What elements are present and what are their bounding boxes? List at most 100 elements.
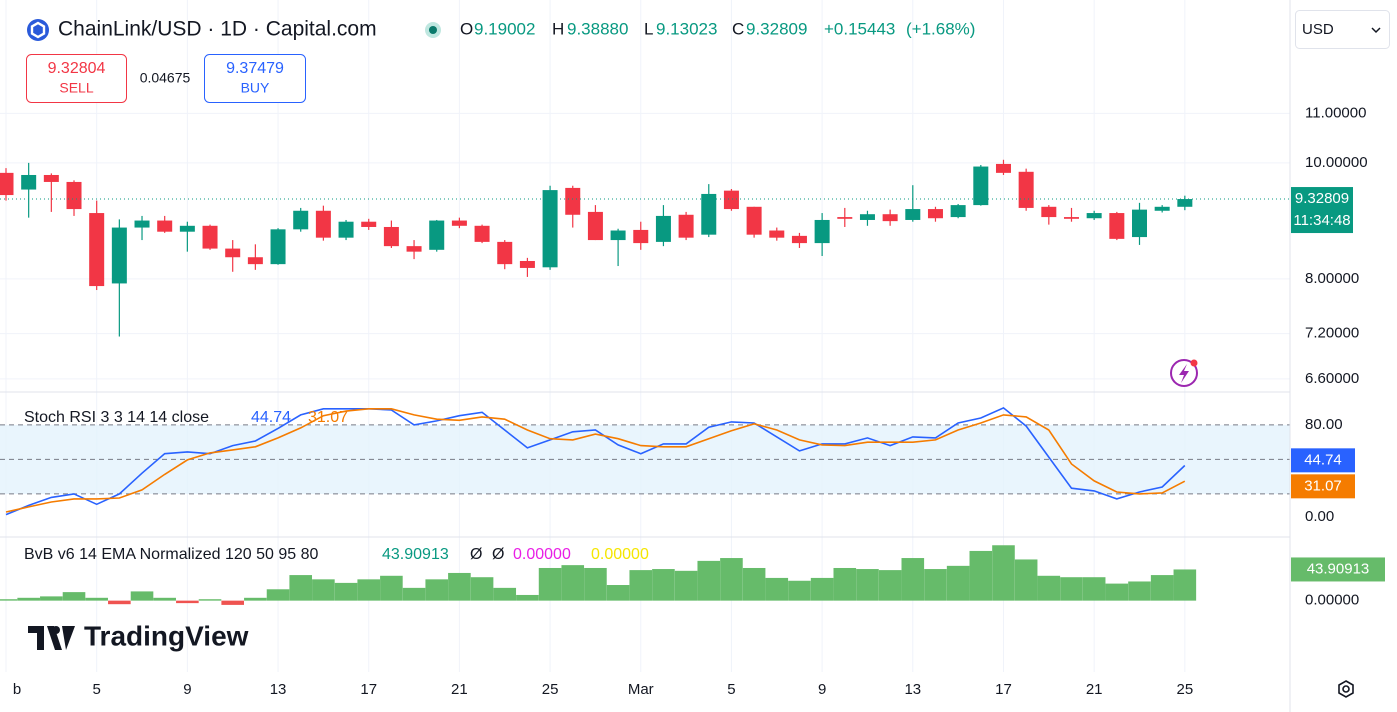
histogram-bar xyxy=(17,597,40,601)
histogram-bar xyxy=(742,567,766,601)
price-badge xyxy=(1291,448,1355,473)
symbol-logo-mark xyxy=(30,21,46,39)
histogram-bar xyxy=(334,582,358,601)
candle-body xyxy=(746,206,762,235)
histogram-bar xyxy=(198,599,222,601)
histogram-bar xyxy=(674,570,698,601)
dropdown-arrow[interactable] xyxy=(1371,27,1381,34)
currency[interactable]: USD xyxy=(1302,21,1334,38)
candle-body xyxy=(134,220,150,228)
x-tick-label: b xyxy=(13,681,21,698)
sell-label[interactable]: SELL xyxy=(59,80,93,96)
candle-body xyxy=(678,214,694,238)
histogram-bar xyxy=(606,585,630,601)
sell-button[interactable]: 9.32804 SELL xyxy=(26,54,127,103)
ohlc-label: C xyxy=(732,19,744,38)
alert-icon[interactable] xyxy=(1170,359,1198,387)
candle-body xyxy=(497,241,513,265)
candle-body xyxy=(406,246,422,252)
x-tick-label: 9 xyxy=(183,681,191,698)
candle-body xyxy=(837,217,853,219)
price-badge xyxy=(1291,474,1355,499)
buy-price[interactable]: 9.37479 xyxy=(226,60,284,77)
currency-dropdown[interactable]: USD xyxy=(1295,10,1390,49)
x-tick-label: 17 xyxy=(360,681,377,698)
candle-body xyxy=(429,220,445,250)
candle-body xyxy=(247,257,263,265)
price-badge xyxy=(1291,187,1353,234)
y-tick-label: 80.00 xyxy=(1305,416,1343,433)
indicator-value: 44.74 xyxy=(251,409,291,426)
histogram-bar xyxy=(176,600,199,604)
candle-body xyxy=(1132,209,1147,238)
marks xyxy=(0,159,1290,605)
candle-body xyxy=(383,226,399,247)
candle-body xyxy=(315,210,331,238)
y-tick-label: 0.00000 xyxy=(1305,592,1359,609)
histogram-bar xyxy=(1014,559,1038,601)
candle-body xyxy=(179,225,195,232)
candle-body xyxy=(451,220,467,226)
brand-logo-dot xyxy=(52,626,60,634)
x-tick-label: 13 xyxy=(904,681,921,698)
histogram-bar xyxy=(878,570,902,601)
chart-title: ChainLink/USD · 1D · Capital.com xyxy=(58,18,377,41)
histogram-bar xyxy=(629,570,653,601)
histogram-bar xyxy=(697,560,721,601)
candle-body xyxy=(655,215,671,242)
histogram-bar xyxy=(62,592,86,601)
histogram-bar xyxy=(425,579,449,601)
histogram-bar xyxy=(810,577,834,601)
histogram-bar xyxy=(901,558,925,601)
y-tick-label: 10.00000 xyxy=(1305,154,1368,171)
histogram-bar xyxy=(788,580,811,601)
histogram-bar xyxy=(493,587,517,601)
candle-body xyxy=(905,209,921,220)
x-tick-label: 5 xyxy=(727,681,735,698)
candle-body xyxy=(950,205,966,218)
dropdown-box[interactable] xyxy=(1295,10,1390,49)
line-series xyxy=(5,406,1186,516)
histogram-bar xyxy=(538,567,562,601)
candle-body xyxy=(814,219,830,244)
histogram-bar xyxy=(946,565,970,601)
indicator-extras: Ø Ø 0.00000 0.00000 xyxy=(470,546,649,563)
histogram-bar xyxy=(720,558,743,601)
ohlc-value: 9.38880 xyxy=(567,19,628,38)
settings-icon-core[interactable] xyxy=(1342,685,1350,693)
indicator-value: 31.07 xyxy=(308,409,348,426)
sell-price[interactable]: 9.32804 xyxy=(48,60,106,77)
histogram-bar xyxy=(992,545,1015,601)
histogram-bar xyxy=(108,600,131,605)
buy-box[interactable] xyxy=(204,54,306,103)
ohlc-value: 9.32809 xyxy=(746,19,807,38)
buy-button[interactable]: 9.37479 BUY xyxy=(204,54,306,103)
x-tick-label: 5 xyxy=(93,681,101,698)
brand-logo xyxy=(28,626,75,650)
symbol-logo xyxy=(27,19,49,41)
ohlc-label: O xyxy=(460,19,473,38)
histogram-bar xyxy=(969,550,993,601)
histogram-bar xyxy=(1173,569,1197,601)
candle-body xyxy=(701,193,717,235)
alert-bolt[interactable] xyxy=(1179,364,1189,383)
buy-label[interactable]: BUY xyxy=(241,80,270,96)
y-tick-label: 7.20000 xyxy=(1305,325,1359,342)
histogram-bar xyxy=(402,587,426,601)
badge-value: 31.07 xyxy=(1304,477,1342,494)
histogram-bar xyxy=(1105,583,1129,601)
histogram-bar xyxy=(856,569,879,601)
line-series xyxy=(5,407,1186,513)
y-tick-label: 6.60000 xyxy=(1305,370,1359,387)
candle-body xyxy=(927,209,943,219)
histogram-bar xyxy=(1128,581,1151,601)
candle-body xyxy=(610,230,626,241)
sell-box[interactable] xyxy=(26,54,127,103)
candle-body xyxy=(474,225,490,242)
alert-dot[interactable] xyxy=(1190,359,1198,367)
settings-icon[interactable] xyxy=(1338,680,1354,698)
indicator-value: 43.90913 xyxy=(382,546,449,563)
histogram-bar xyxy=(924,569,947,601)
histogram-bar xyxy=(221,600,244,605)
